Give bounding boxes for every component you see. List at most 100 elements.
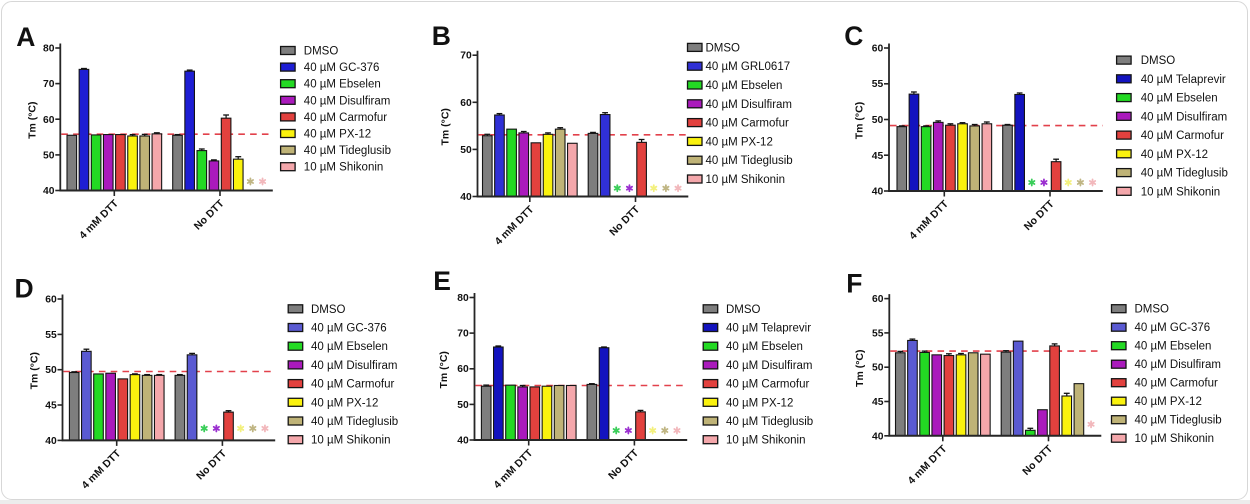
svg-text:40: 40 [872,187,884,198]
svg-text:10 µM Shikonin: 10 µM Shikonin [304,162,384,174]
svg-text:Tm (°C): Tm (°C) [854,102,866,139]
svg-text:No DTT: No DTT [607,203,642,238]
svg-text:Tm (°C): Tm (°C) [29,352,41,389]
svg-text:40 µM Tideglusib: 40 µM Tideglusib [726,416,813,428]
svg-text:40 µM GC-376: 40 µM GC-376 [304,62,380,74]
svg-text:40 µM Disulfiram: 40 µM Disulfiram [726,360,813,372]
svg-text:No DTT: No DTT [1020,443,1055,478]
svg-text:80: 80 [457,293,469,304]
svg-text:40 µM PX-12: 40 µM PX-12 [304,129,371,141]
svg-text:10 µM Shikonin: 10 µM Shikonin [706,174,786,186]
svg-text:40 µM Carmofur: 40 µM Carmofur [1141,130,1224,142]
svg-text:40 µM Disulfiram: 40 µM Disulfiram [311,360,398,372]
svg-text:A: A [16,22,35,52]
svg-text:DMSO: DMSO [1135,304,1170,316]
svg-text:40: 40 [460,192,472,203]
svg-text:40 µM Ebselen: 40 µM Ebselen [1135,341,1212,353]
svg-text:40 µM Telaprevir: 40 µM Telaprevir [726,323,811,335]
svg-text:40 µM Tideglusib: 40 µM Tideglusib [706,155,793,167]
svg-text:40 µM Disulfiram: 40 µM Disulfiram [1141,111,1228,123]
svg-text:DMSO: DMSO [311,304,346,316]
svg-text:50: 50 [872,363,884,374]
svg-text:40 µM Carmofur: 40 µM Carmofur [706,118,789,130]
svg-text:40 µM GC-376: 40 µM GC-376 [311,323,387,335]
svg-text:60: 60 [460,98,472,109]
svg-text:4 mM DTT: 4 mM DTT [491,447,535,491]
svg-text:Tm (°C): Tm (°C) [854,349,866,386]
svg-text:40 µM PX-12: 40 µM PX-12 [311,397,378,409]
svg-text:55: 55 [872,328,884,339]
svg-text:40 µM Tideglusib: 40 µM Tideglusib [304,145,391,157]
svg-text:4 mM DTT: 4 mM DTT [907,198,951,242]
svg-text:40: 40 [45,436,57,447]
svg-text:40 µM Telaprevir: 40 µM Telaprevir [1141,74,1226,86]
svg-text:40 µM Ebselen: 40 µM Ebselen [311,341,388,353]
svg-text:40 µM GRL0617: 40 µM GRL0617 [706,61,791,73]
svg-text:40 µM PX-12: 40 µM PX-12 [726,397,793,409]
svg-text:40 µM Ebselen: 40 µM Ebselen [304,79,381,91]
svg-text:50: 50 [872,115,884,126]
svg-text:4 mM DTT: 4 mM DTT [492,203,536,247]
svg-text:40 µM Disulfiram: 40 µM Disulfiram [1135,359,1222,371]
svg-text:70: 70 [43,79,55,90]
svg-text:50: 50 [457,400,469,411]
svg-text:Tm (°C): Tm (°C) [440,108,452,145]
svg-text:60: 60 [45,295,57,306]
svg-text:E: E [433,266,451,296]
svg-text:40: 40 [43,186,55,197]
svg-text:60: 60 [457,364,469,375]
svg-text:50: 50 [45,365,57,376]
svg-text:No DTT: No DTT [192,197,227,232]
svg-text:45: 45 [872,397,884,408]
svg-text:DMSO: DMSO [304,46,339,58]
svg-text:40 µM Carmofur: 40 µM Carmofur [726,379,809,391]
svg-text:F: F [846,269,862,299]
svg-text:40 µM Ebselen: 40 µM Ebselen [1141,93,1218,105]
svg-text:C: C [844,21,863,51]
svg-text:DMSO: DMSO [706,42,741,54]
svg-text:40: 40 [872,431,884,442]
svg-text:B: B [432,21,451,51]
svg-text:40 µM Carmofur: 40 µM Carmofur [311,379,394,391]
svg-text:50: 50 [43,150,55,161]
svg-text:40 µM Ebselen: 40 µM Ebselen [726,341,803,353]
svg-text:40 µM Tideglusib: 40 µM Tideglusib [1141,168,1228,180]
svg-text:4 mM DTT: 4 mM DTT [77,197,121,241]
svg-text:60: 60 [43,115,55,126]
svg-text:40 µM Ebselen: 40 µM Ebselen [706,80,783,92]
svg-text:55: 55 [45,330,57,341]
svg-text:No DTT: No DTT [606,447,641,482]
svg-text:No DTT: No DTT [1022,198,1057,233]
svg-text:40 µM Carmofur: 40 µM Carmofur [1135,378,1218,390]
svg-text:40 µM Disulfiram: 40 µM Disulfiram [304,95,391,107]
svg-text:40 µM PX-12: 40 µM PX-12 [706,136,773,148]
svg-text:40 µM Carmofur: 40 µM Carmofur [304,112,387,124]
svg-text:70: 70 [460,51,472,62]
svg-text:10 µM Shikonin: 10 µM Shikonin [1135,433,1215,445]
svg-text:10 µM Shikonin: 10 µM Shikonin [311,435,391,447]
svg-text:45: 45 [872,151,884,162]
svg-text:60: 60 [872,44,884,55]
svg-text:10 µM Shikonin: 10 µM Shikonin [726,435,806,447]
svg-text:Tm (°C): Tm (°C) [438,351,450,388]
svg-text:40 µM Tideglusib: 40 µM Tideglusib [1135,415,1222,427]
svg-text:4 mM DTT: 4 mM DTT [905,443,949,487]
svg-text:60: 60 [872,294,884,305]
svg-text:70: 70 [457,329,469,340]
svg-text:No DTT: No DTT [194,447,229,482]
svg-text:40: 40 [457,436,469,447]
svg-text:10 µM Shikonin: 10 µM Shikonin [1141,186,1221,198]
svg-text:4 mM DTT: 4 mM DTT [79,447,123,491]
svg-text:D: D [15,273,34,303]
svg-text:50: 50 [460,145,472,156]
svg-text:Tm (°C): Tm (°C) [26,101,38,138]
svg-text:55: 55 [872,79,884,90]
svg-text:DMSO: DMSO [726,304,761,316]
svg-text:40 µM Disulfiram: 40 µM Disulfiram [706,99,793,111]
svg-text:40 µM Tideglusib: 40 µM Tideglusib [311,416,398,428]
svg-text:40 µM PX-12: 40 µM PX-12 [1141,149,1208,161]
svg-text:40 µM PX-12: 40 µM PX-12 [1135,396,1202,408]
svg-text:DMSO: DMSO [1141,55,1176,67]
svg-text:80: 80 [43,44,55,55]
svg-text:45: 45 [45,401,57,412]
